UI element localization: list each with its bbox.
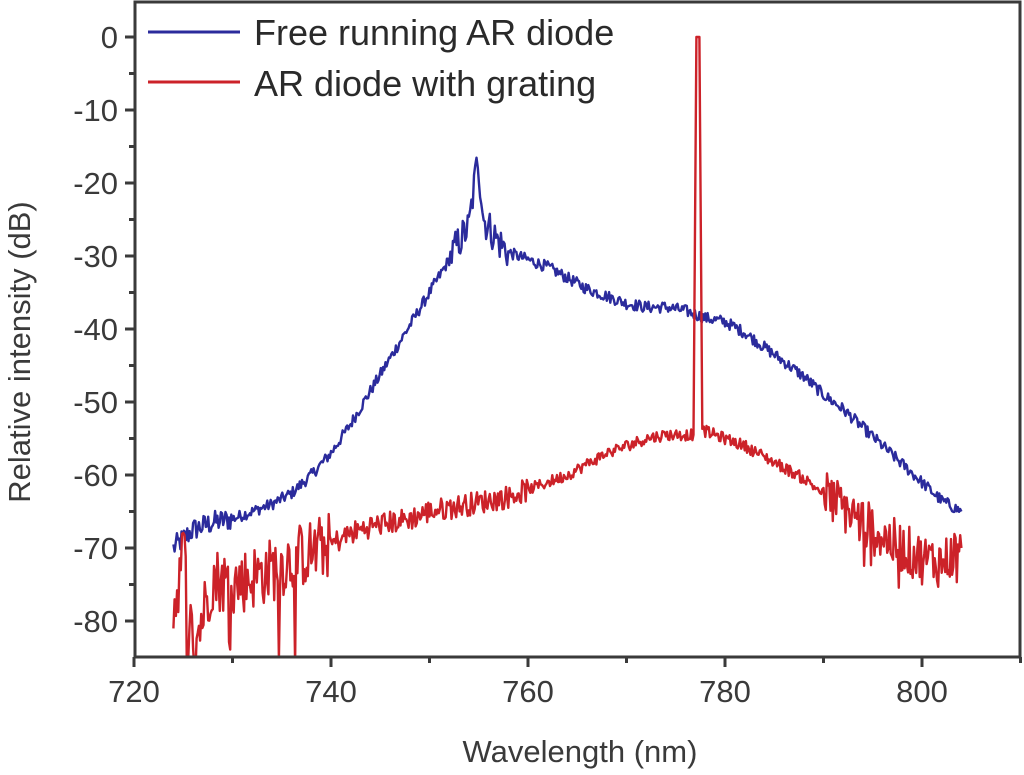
- y-tick-label: -60: [73, 458, 118, 493]
- y-tick-label: -70: [73, 531, 118, 566]
- y-tick-label: -20: [73, 166, 118, 201]
- y-axis: 0 -10 -20 -30 -40 -50 -60 -70 -80: [73, 20, 135, 639]
- y-tick-label: -30: [73, 239, 118, 274]
- y-tick-label: -80: [73, 604, 118, 639]
- y-tick-label: -10: [73, 93, 118, 128]
- series-free-running: [172, 156, 963, 553]
- x-tick-label: 780: [699, 674, 751, 709]
- x-axis-title: Wavelength (nm): [463, 734, 698, 769]
- x-tick-label: 800: [896, 674, 948, 709]
- legend-item-with-grating: AR diode with grating: [148, 63, 596, 104]
- y-tick-label: -50: [73, 385, 118, 420]
- x-tick-label: 720: [108, 674, 160, 709]
- x-tick-label: 740: [305, 674, 357, 709]
- x-tick-label: 760: [502, 674, 554, 709]
- series-with-grating: [172, 35, 963, 657]
- x-axis: 720 740 760 780 800: [108, 657, 1022, 709]
- y-tick-label: -40: [73, 312, 118, 347]
- y-axis-title: Relative intensity (dB): [2, 201, 37, 503]
- legend: Free running AR diode AR diode with grat…: [148, 12, 614, 104]
- legend-label: Free running AR diode: [254, 12, 614, 53]
- legend-label: AR diode with grating: [254, 63, 596, 104]
- legend-item-free-running: Free running AR diode: [148, 12, 614, 53]
- y-tick-label: 0: [101, 20, 118, 55]
- series-layer: [172, 35, 963, 657]
